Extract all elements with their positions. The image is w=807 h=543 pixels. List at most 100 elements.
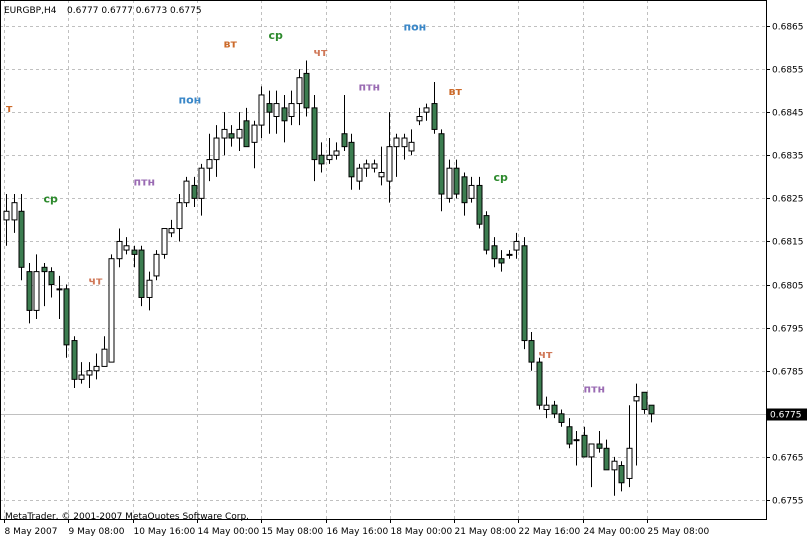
- candle-body: [288, 103, 295, 117]
- candle-body: [243, 120, 250, 148]
- candle-body: [33, 271, 40, 311]
- candle-body: [161, 228, 168, 255]
- candle: [153, 250, 160, 281]
- candle: [393, 133, 400, 177]
- candle: [273, 90, 280, 134]
- plot-frame: [0, 0, 767, 520]
- candle: [108, 254, 115, 363]
- candle-body: [108, 258, 115, 363]
- candle-body: [296, 77, 303, 105]
- candle-body: [416, 115, 423, 122]
- candle: [86, 362, 93, 388]
- candle-body: [453, 167, 460, 195]
- candle: [161, 228, 168, 259]
- candle-body: [476, 184, 483, 225]
- x-tick-label: 21 May 08:00: [455, 527, 517, 537]
- grid: [0, 0, 766, 519]
- day-label: т: [6, 102, 13, 115]
- candle: [566, 418, 573, 449]
- candle-body: [468, 184, 475, 199]
- candle-body: [536, 361, 543, 406]
- candle-body: [3, 210, 10, 221]
- candle: [401, 133, 408, 160]
- candle: [56, 275, 63, 320]
- candle-body: [363, 163, 370, 169]
- candle: [453, 159, 460, 199]
- candle: [461, 172, 468, 216]
- candle-body: [431, 103, 438, 130]
- day-label: ср: [44, 193, 59, 206]
- day-label: пон: [179, 94, 202, 107]
- candle: [123, 237, 130, 255]
- candle: [483, 211, 490, 255]
- candle: [596, 431, 603, 453]
- x-tick-label: 14 May 00:00: [198, 527, 260, 537]
- current-price-badge: 0.6775: [767, 408, 807, 421]
- candle-body: [78, 374, 85, 380]
- candle-body: [438, 133, 445, 195]
- candle-body: [498, 258, 505, 264]
- ohlc-readout: 0.6777 0.6777 0.6773 0.6775: [67, 6, 202, 16]
- candle-body: [258, 94, 265, 126]
- candle: [243, 107, 250, 148]
- y-tick-label: 0.6765: [772, 454, 804, 464]
- candle: [221, 112, 228, 156]
- candle: [18, 194, 25, 281]
- candle-body: [618, 465, 625, 484]
- candle: [423, 103, 430, 121]
- candle-body: [281, 107, 288, 122]
- candle-body: [356, 167, 363, 182]
- candle: [431, 82, 438, 134]
- candle-body: [528, 340, 535, 363]
- candle-body: [273, 103, 280, 117]
- candle-body: [318, 154, 325, 165]
- candle: [558, 409, 565, 427]
- y-tick-label: 0.6825: [772, 195, 804, 205]
- candle-body: [56, 288, 63, 291]
- candle: [408, 129, 415, 156]
- candle-body: [138, 249, 145, 298]
- x-tick-label: 10 May 16:00: [134, 527, 196, 537]
- candle-body: [326, 154, 333, 161]
- candle-body: [228, 133, 235, 139]
- x-tick-label: 22 May 16:00: [519, 527, 581, 537]
- candle: [26, 263, 33, 324]
- current-price-value: 0.6775: [770, 411, 802, 421]
- day-label: вт: [449, 85, 463, 98]
- candle: [33, 254, 40, 320]
- candle-body: [423, 107, 430, 113]
- candle: [183, 176, 190, 207]
- candle-body: [596, 443, 603, 449]
- candle-body: [206, 159, 213, 169]
- candle-body: [461, 176, 468, 204]
- day-labels: т ср чт птн пон вт ср чт птн пон вт ср чт птн: [6, 20, 605, 395]
- candle: [318, 142, 325, 173]
- candle: [528, 331, 535, 371]
- candle-body: [348, 141, 355, 178]
- candle: [258, 86, 265, 139]
- candle-body: [18, 210, 25, 268]
- candle-body: [641, 391, 648, 411]
- candle-body: [101, 348, 108, 367]
- candle-body: [116, 240, 123, 260]
- candle: [551, 400, 558, 419]
- y-tick-label: 0.6785: [772, 368, 804, 378]
- y-tick-label: 0.6855: [772, 66, 804, 76]
- candle: [506, 250, 513, 259]
- candle: [356, 163, 363, 190]
- candle: [213, 125, 220, 177]
- symbol-label: EURGBP,H4: [4, 6, 57, 16]
- day-label: птн: [584, 382, 606, 395]
- candle-body: [221, 128, 228, 139]
- candle-body: [491, 245, 498, 260]
- candle-body: [378, 172, 385, 178]
- candle-body: [153, 253, 160, 277]
- day-label: вт: [224, 38, 238, 51]
- candle-body: [41, 266, 48, 273]
- candle: [543, 396, 550, 419]
- candle: [93, 353, 100, 380]
- candle-body: [506, 253, 513, 256]
- candle: [116, 228, 123, 268]
